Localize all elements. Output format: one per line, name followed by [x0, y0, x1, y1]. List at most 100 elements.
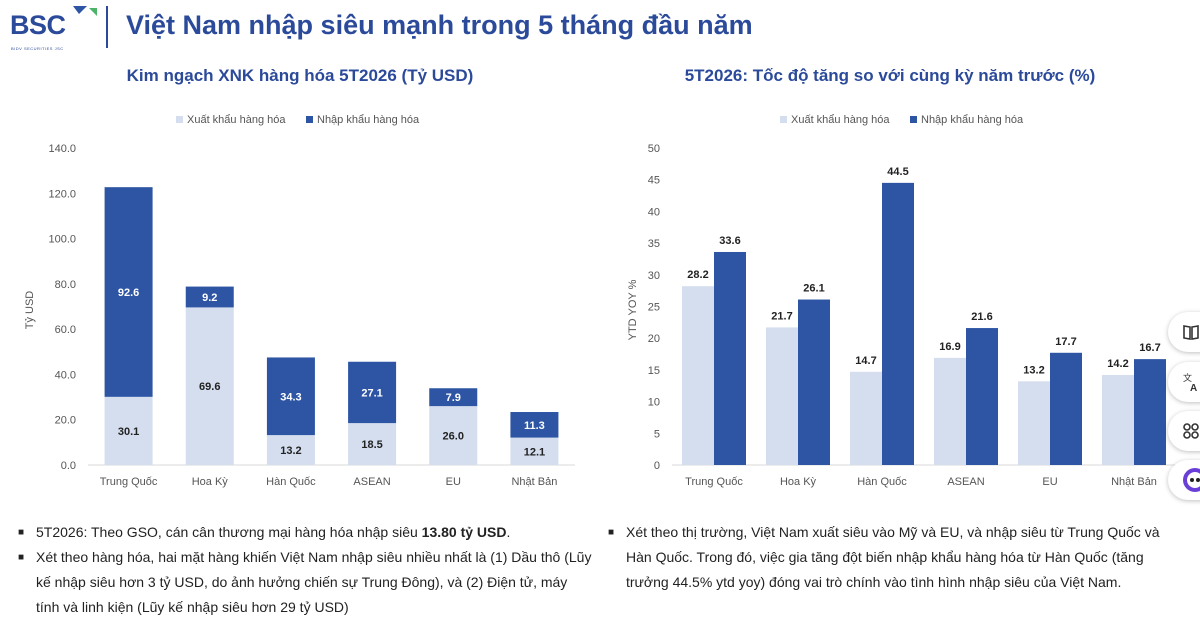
- bar-segment: [266, 357, 315, 436]
- chart-title-trade-value: Kim ngạch XNK hàng hóa 5T2026 (Tỷ USD): [126, 66, 474, 85]
- bar-segment: [510, 412, 559, 438]
- bar-segment: [348, 423, 397, 465]
- x-tick-label: Hoa Kỳ: [192, 476, 229, 488]
- data-label: 21.6: [971, 311, 992, 323]
- bar: [1018, 381, 1050, 465]
- x-tick-label: Nhật Bản: [511, 476, 557, 488]
- data-label: 44.5: [887, 166, 908, 178]
- y-axis-label: YTD YOY %: [627, 279, 639, 340]
- bar-segment: [429, 406, 478, 465]
- y-tick-label: 25: [648, 302, 660, 314]
- x-tick-label: Hoa Kỳ: [780, 476, 817, 488]
- data-label: 33.6: [719, 235, 740, 247]
- data-label: 17.7: [1055, 336, 1076, 348]
- x-tick-label: Trung Quốc: [100, 476, 158, 488]
- bar: [850, 371, 882, 465]
- bar: [798, 299, 830, 465]
- data-label: 21.7: [771, 310, 792, 322]
- legend-swatch: [910, 116, 917, 123]
- legend-label: Nhập khẩu hàng hóa: [317, 114, 420, 126]
- data-label: 30.1: [118, 426, 139, 438]
- y-tick-label: 40.0: [55, 369, 76, 381]
- apps-button[interactable]: [1168, 411, 1200, 451]
- data-label: 12.1: [524, 446, 545, 458]
- bar: [1050, 352, 1082, 465]
- bar-segment: [104, 187, 153, 397]
- bar-segment: [266, 435, 315, 465]
- bar: [766, 327, 798, 465]
- svg-text:A: A: [1190, 383, 1197, 392]
- data-label: 34.3: [280, 391, 301, 403]
- svg-text:文: 文: [1183, 372, 1192, 383]
- y-tick-label: 0: [654, 460, 660, 472]
- notes-right: ■ Xét theo thị trường, Việt Nam xuất siêu…: [608, 520, 1180, 595]
- legend-swatch: [780, 116, 787, 123]
- y-tick-label: 45: [648, 175, 660, 187]
- header-divider: [106, 6, 108, 48]
- apps-icon: [1183, 423, 1199, 439]
- bar: [1134, 359, 1166, 465]
- x-tick-label: ASEAN: [353, 476, 390, 488]
- translate-icon: 文A: [1183, 372, 1197, 392]
- note-text: 5T2026: Theo GSO, cán cân thương mại hàn…: [36, 524, 422, 540]
- chart-title-growth: 5T2026: Tốc độ tăng so với cùng kỳ năm t…: [684, 66, 1096, 85]
- legend-label: Xuất khẩu hàng hóa: [791, 114, 890, 126]
- bsc-logo: BSC BIDV SECURITIES JSC: [10, 6, 97, 51]
- book-icon: [1183, 325, 1199, 340]
- data-label: 14.7: [855, 355, 876, 367]
- y-tick-label: 140.0: [48, 143, 76, 155]
- y-tick-label: 120.0: [48, 188, 76, 200]
- bar: [682, 286, 714, 465]
- bar: [714, 251, 746, 465]
- x-tick-label: ASEAN: [947, 476, 984, 488]
- data-label: 26.0: [443, 431, 464, 443]
- y-tick-label: 15: [648, 365, 660, 377]
- data-label: 27.1: [361, 387, 382, 399]
- note-item: ■ Xét theo hàng hóa, hai mặt hàng khiến V…: [18, 545, 593, 620]
- assistant-button[interactable]: [1168, 460, 1200, 500]
- note-bold: 13.80 tỷ USD: [421, 524, 507, 540]
- y-axis-label: Tỷ USD: [24, 291, 36, 330]
- data-label: 16.9: [939, 341, 960, 353]
- y-tick-label: 10: [648, 397, 660, 409]
- data-label: 16.7: [1139, 342, 1160, 354]
- note-item: ■ 5T2026: Theo GSO, cán cân thương mại hà…: [18, 520, 593, 545]
- data-label: 11.3: [524, 420, 545, 432]
- bar-segment: [510, 437, 559, 465]
- bar-segment: [348, 361, 397, 424]
- yoy-growth-chart: 0 5 10 15 20 25 30 35 40 45 50 YTD YOY % Xuất khẩu h…: [627, 114, 1176, 488]
- y-tick-label: 40: [648, 206, 660, 218]
- x-tick-label: EU: [1042, 476, 1057, 488]
- bar-segment: [429, 388, 478, 407]
- trade-value-chart: 0.0 20.0 40.0 60.0 80.0 100.0 120.0 140.0 Tỷ USD…: [24, 114, 575, 488]
- legend-swatch: [306, 116, 313, 123]
- y-tick-label: 20: [648, 333, 660, 345]
- y-tick-label: 80.0: [55, 279, 76, 291]
- note-item: ■ Xét theo thị trường, Việt Nam xuất siêu…: [608, 520, 1180, 595]
- bar: [882, 182, 914, 465]
- bar: [1102, 374, 1134, 465]
- notes-left: ■ 5T2026: Theo GSO, cán cân thương mại hà…: [18, 520, 593, 620]
- legend-swatch: [176, 116, 183, 123]
- data-label: 13.2: [1023, 364, 1044, 376]
- bullet-icon: ■: [608, 527, 615, 538]
- y-tick-label: 50: [648, 143, 660, 155]
- y-tick-label: 20.0: [55, 415, 76, 427]
- book-button[interactable]: [1168, 312, 1200, 352]
- x-tick-label: EU: [446, 476, 461, 488]
- data-label: 13.2: [280, 445, 301, 457]
- note-after: .: [506, 524, 511, 540]
- data-label: 92.6: [118, 287, 139, 299]
- x-tick-label: Hàn Quốc: [266, 476, 316, 488]
- x-tick-label: Nhật Bản: [1111, 476, 1157, 488]
- logo-text: BSC: [10, 10, 66, 40]
- data-label: 14.2: [1107, 358, 1128, 370]
- y-tick-label: 0.0: [61, 460, 76, 472]
- bar: [966, 328, 998, 465]
- y-tick-label: 100.0: [48, 234, 76, 246]
- bullet-icon: ■: [18, 552, 25, 563]
- data-label: 26.1: [803, 283, 824, 295]
- logo-mark-icon: [73, 6, 97, 16]
- data-label: 7.9: [446, 392, 461, 404]
